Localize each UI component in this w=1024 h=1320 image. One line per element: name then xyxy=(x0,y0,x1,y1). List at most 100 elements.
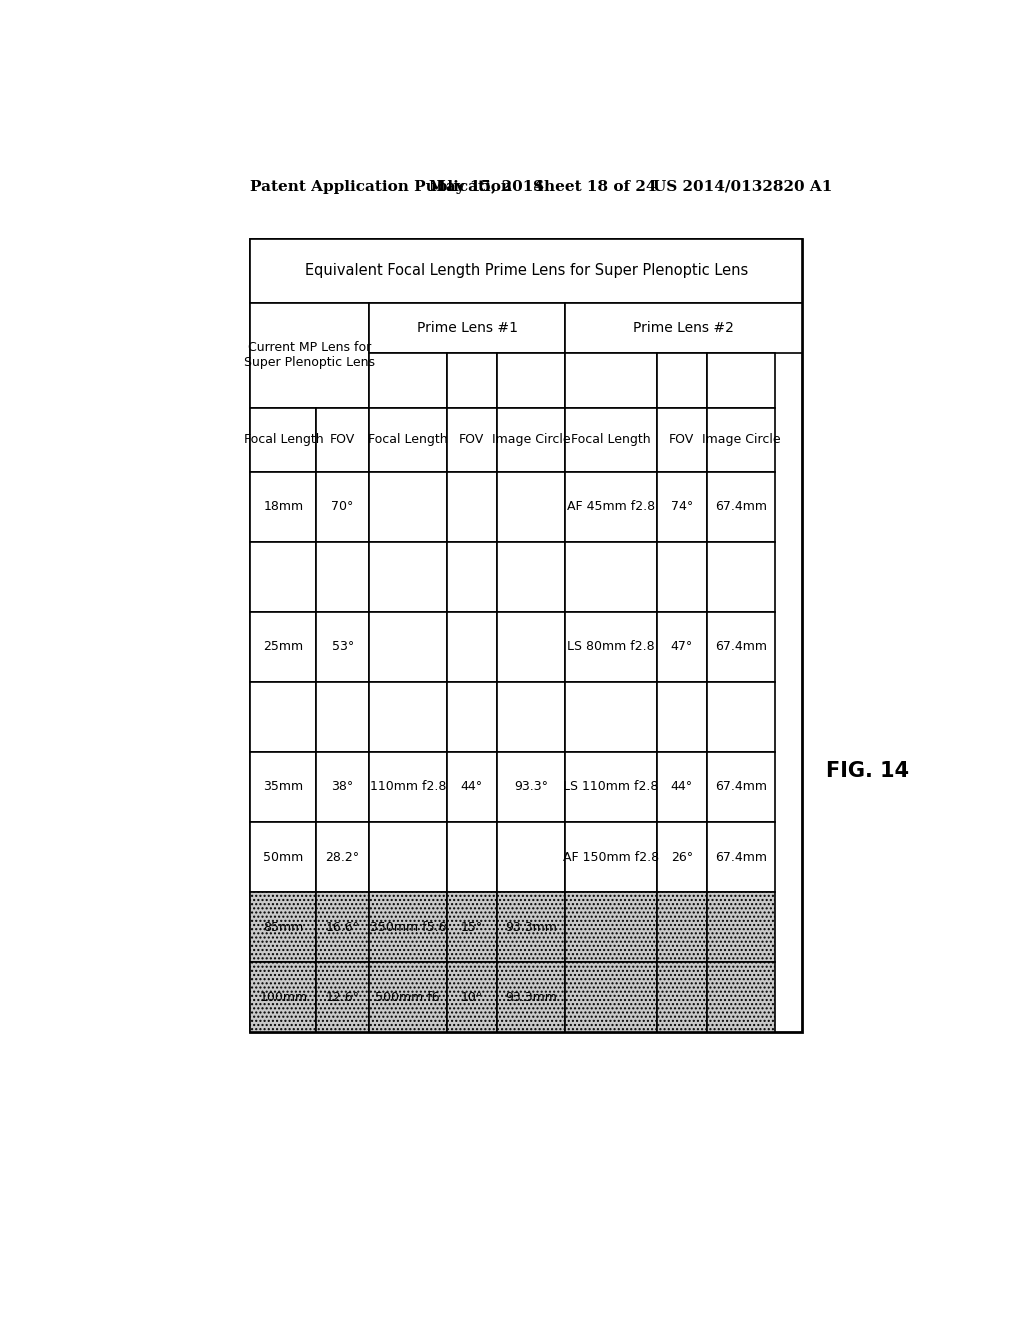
Text: 50mm: 50mm xyxy=(263,850,303,863)
Text: Image Circle: Image Circle xyxy=(492,433,570,446)
Bar xyxy=(446,541,497,611)
Text: Focal Length: Focal Length xyxy=(244,433,324,446)
Text: LS 110mm f2.8: LS 110mm f2.8 xyxy=(563,780,658,793)
Text: US 2014/0132820 A1: US 2014/0132820 A1 xyxy=(653,180,833,194)
Bar xyxy=(565,354,656,408)
Bar xyxy=(707,471,775,541)
Text: 10°: 10° xyxy=(461,991,483,1003)
Bar xyxy=(565,962,656,1032)
Bar xyxy=(446,611,497,682)
Bar xyxy=(707,541,775,611)
Bar xyxy=(497,611,565,682)
Text: May 15, 2014: May 15, 2014 xyxy=(429,180,544,194)
Text: 74°: 74° xyxy=(671,500,693,513)
Bar xyxy=(446,892,497,962)
Bar xyxy=(369,752,446,822)
Text: 85mm: 85mm xyxy=(263,920,303,933)
Bar xyxy=(497,682,565,752)
Bar xyxy=(707,611,775,682)
Bar xyxy=(251,239,802,1032)
Bar xyxy=(251,541,316,611)
Text: 44°: 44° xyxy=(461,780,482,793)
Text: FOV: FOV xyxy=(669,433,694,446)
Text: 70°: 70° xyxy=(332,500,354,513)
Text: AF 150mm f2.8: AF 150mm f2.8 xyxy=(563,850,658,863)
Bar xyxy=(656,682,707,752)
Text: 93.3°: 93.3° xyxy=(514,780,548,793)
Text: 12.6°: 12.6° xyxy=(326,991,359,1003)
Bar xyxy=(497,541,565,611)
Text: 38°: 38° xyxy=(332,780,354,793)
Bar xyxy=(656,752,707,822)
Text: 67.4mm: 67.4mm xyxy=(715,780,767,793)
Text: 67.4mm: 67.4mm xyxy=(715,850,767,863)
Text: Prime Lens #2: Prime Lens #2 xyxy=(633,321,734,335)
Bar xyxy=(656,408,707,471)
Bar xyxy=(656,822,707,892)
Text: Focal Length: Focal Length xyxy=(368,433,447,446)
Bar xyxy=(656,471,707,541)
Bar xyxy=(656,611,707,682)
Bar xyxy=(251,892,316,962)
Bar xyxy=(497,471,565,541)
Bar xyxy=(446,682,497,752)
Text: AF 45mm f2.8: AF 45mm f2.8 xyxy=(566,500,655,513)
Bar xyxy=(316,682,369,752)
Bar xyxy=(565,471,656,541)
Bar xyxy=(707,822,775,892)
Bar xyxy=(446,962,497,1032)
Text: FOV: FOV xyxy=(330,433,355,446)
Bar xyxy=(316,408,369,471)
Text: LS 80mm f2.8: LS 80mm f2.8 xyxy=(567,640,654,653)
Bar xyxy=(316,752,369,822)
Text: 67.4mm: 67.4mm xyxy=(715,500,767,513)
Bar xyxy=(707,752,775,822)
Bar xyxy=(251,611,316,682)
Bar xyxy=(565,611,656,682)
Text: FIG. 14: FIG. 14 xyxy=(825,760,908,780)
Text: Sheet 18 of 24: Sheet 18 of 24 xyxy=(532,180,656,194)
Text: Image Circle: Image Circle xyxy=(701,433,780,446)
Bar xyxy=(316,471,369,541)
Bar xyxy=(369,354,446,408)
Bar xyxy=(656,541,707,611)
Bar xyxy=(497,962,565,1032)
Text: 93.3mm: 93.3mm xyxy=(505,920,557,933)
Bar xyxy=(369,682,446,752)
Text: FOV: FOV xyxy=(459,433,484,446)
Bar xyxy=(251,752,316,822)
Bar xyxy=(497,752,565,822)
Text: 53°: 53° xyxy=(332,640,354,653)
Bar xyxy=(446,354,497,408)
Bar xyxy=(316,962,369,1032)
Text: 18mm: 18mm xyxy=(263,500,303,513)
Bar xyxy=(565,408,656,471)
Bar xyxy=(251,239,802,302)
Bar xyxy=(369,962,446,1032)
Bar xyxy=(251,682,316,752)
Bar xyxy=(251,471,316,541)
Bar xyxy=(369,892,446,962)
Bar xyxy=(369,541,446,611)
Bar xyxy=(251,408,316,471)
Bar xyxy=(497,892,565,962)
Bar xyxy=(251,302,369,408)
Text: 500mm f6: 500mm f6 xyxy=(376,991,440,1003)
Bar xyxy=(707,354,775,408)
Text: 93.3mm: 93.3mm xyxy=(505,991,557,1003)
Bar xyxy=(497,822,565,892)
Text: 47°: 47° xyxy=(671,640,693,653)
Bar xyxy=(707,962,775,1032)
Bar xyxy=(565,682,656,752)
Bar xyxy=(251,822,316,892)
Bar xyxy=(565,892,656,962)
Bar xyxy=(565,541,656,611)
Text: 28.2°: 28.2° xyxy=(326,850,359,863)
Bar xyxy=(369,822,446,892)
Text: Focal Length: Focal Length xyxy=(571,433,650,446)
Bar xyxy=(369,471,446,541)
Bar xyxy=(446,408,497,471)
Text: 25mm: 25mm xyxy=(263,640,303,653)
Text: 110mm f2.8: 110mm f2.8 xyxy=(370,780,446,793)
Bar xyxy=(707,892,775,962)
